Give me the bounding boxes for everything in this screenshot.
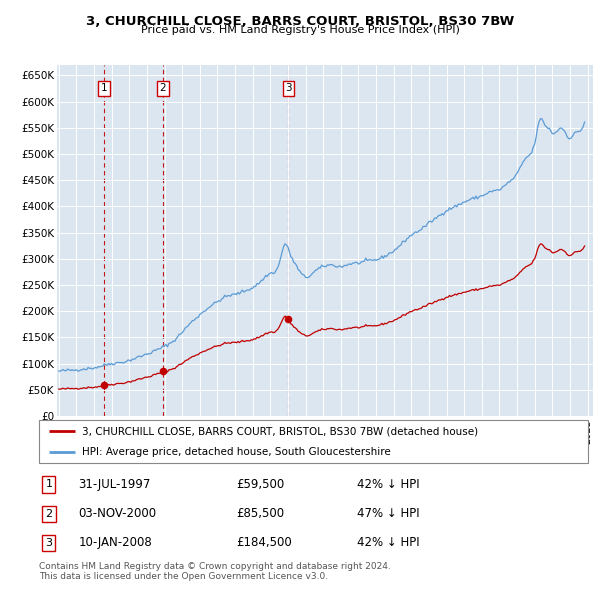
Text: 1: 1 [101,83,107,93]
Text: 1: 1 [46,480,52,489]
Text: 42% ↓ HPI: 42% ↓ HPI [358,536,420,549]
Text: Contains HM Land Registry data © Crown copyright and database right 2024.: Contains HM Land Registry data © Crown c… [39,562,391,571]
Text: 3: 3 [46,538,52,548]
Text: 2: 2 [46,509,52,519]
Text: 3: 3 [285,83,292,93]
Text: 31-JUL-1997: 31-JUL-1997 [79,478,151,491]
Text: Price paid vs. HM Land Registry's House Price Index (HPI): Price paid vs. HM Land Registry's House … [140,25,460,35]
Text: 47% ↓ HPI: 47% ↓ HPI [358,507,420,520]
Text: 2: 2 [160,83,166,93]
Text: 42% ↓ HPI: 42% ↓ HPI [358,478,420,491]
Text: £85,500: £85,500 [236,507,285,520]
Text: £59,500: £59,500 [236,478,285,491]
Text: 10-JAN-2008: 10-JAN-2008 [79,536,152,549]
Text: This data is licensed under the Open Government Licence v3.0.: This data is licensed under the Open Gov… [39,572,328,581]
Text: 03-NOV-2000: 03-NOV-2000 [79,507,157,520]
Text: HPI: Average price, detached house, South Gloucestershire: HPI: Average price, detached house, Sout… [82,447,391,457]
Text: 3, CHURCHILL CLOSE, BARRS COURT, BRISTOL, BS30 7BW: 3, CHURCHILL CLOSE, BARRS COURT, BRISTOL… [86,15,514,28]
Text: £184,500: £184,500 [236,536,292,549]
Text: 3, CHURCHILL CLOSE, BARRS COURT, BRISTOL, BS30 7BW (detached house): 3, CHURCHILL CLOSE, BARRS COURT, BRISTOL… [82,427,478,436]
FancyBboxPatch shape [39,420,588,463]
